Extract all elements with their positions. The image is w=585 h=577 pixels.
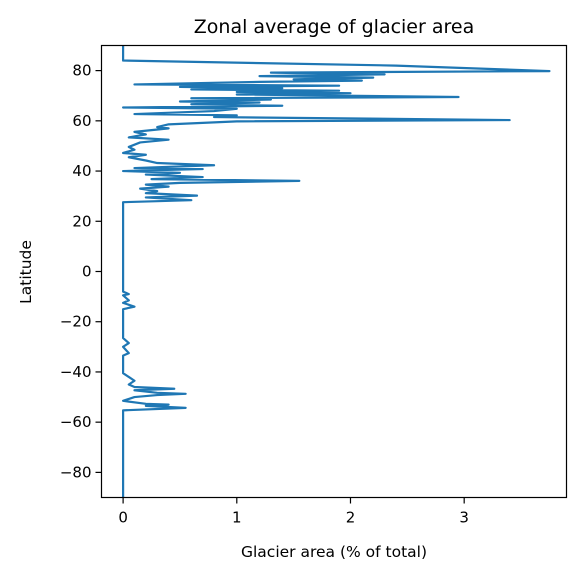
plot-area — [122, 45, 551, 498]
x-tick-label: 1 — [232, 509, 242, 527]
y-axis-ticks: 80 60 40 20 0 −20 −40 −60 −80 — [60, 62, 102, 481]
chart-title: Zonal average of glacier area — [194, 16, 474, 38]
x-tick-label: 0 — [118, 509, 128, 527]
x-tick-label: 3 — [459, 509, 469, 527]
y-tick-label: −60 — [60, 413, 92, 431]
y-axis-label: Latitude — [17, 240, 35, 304]
y-tick-label: 40 — [72, 162, 91, 180]
y-tick-label: 80 — [72, 62, 91, 80]
y-tick-label: 20 — [72, 212, 91, 230]
y-tick-label: −20 — [60, 313, 92, 331]
y-tick-label: 60 — [72, 112, 91, 130]
y-tick-label: −80 — [60, 463, 92, 481]
y-tick-label: −40 — [60, 363, 92, 381]
x-axis-ticks: 0 1 2 3 — [118, 497, 469, 527]
y-tick-label: 0 — [82, 263, 92, 281]
x-tick-label: 2 — [346, 509, 356, 527]
x-axis-label: Glacier area (% of total) — [241, 543, 427, 561]
series-line — [122, 45, 551, 498]
plot-frame — [100, 44, 568, 499]
